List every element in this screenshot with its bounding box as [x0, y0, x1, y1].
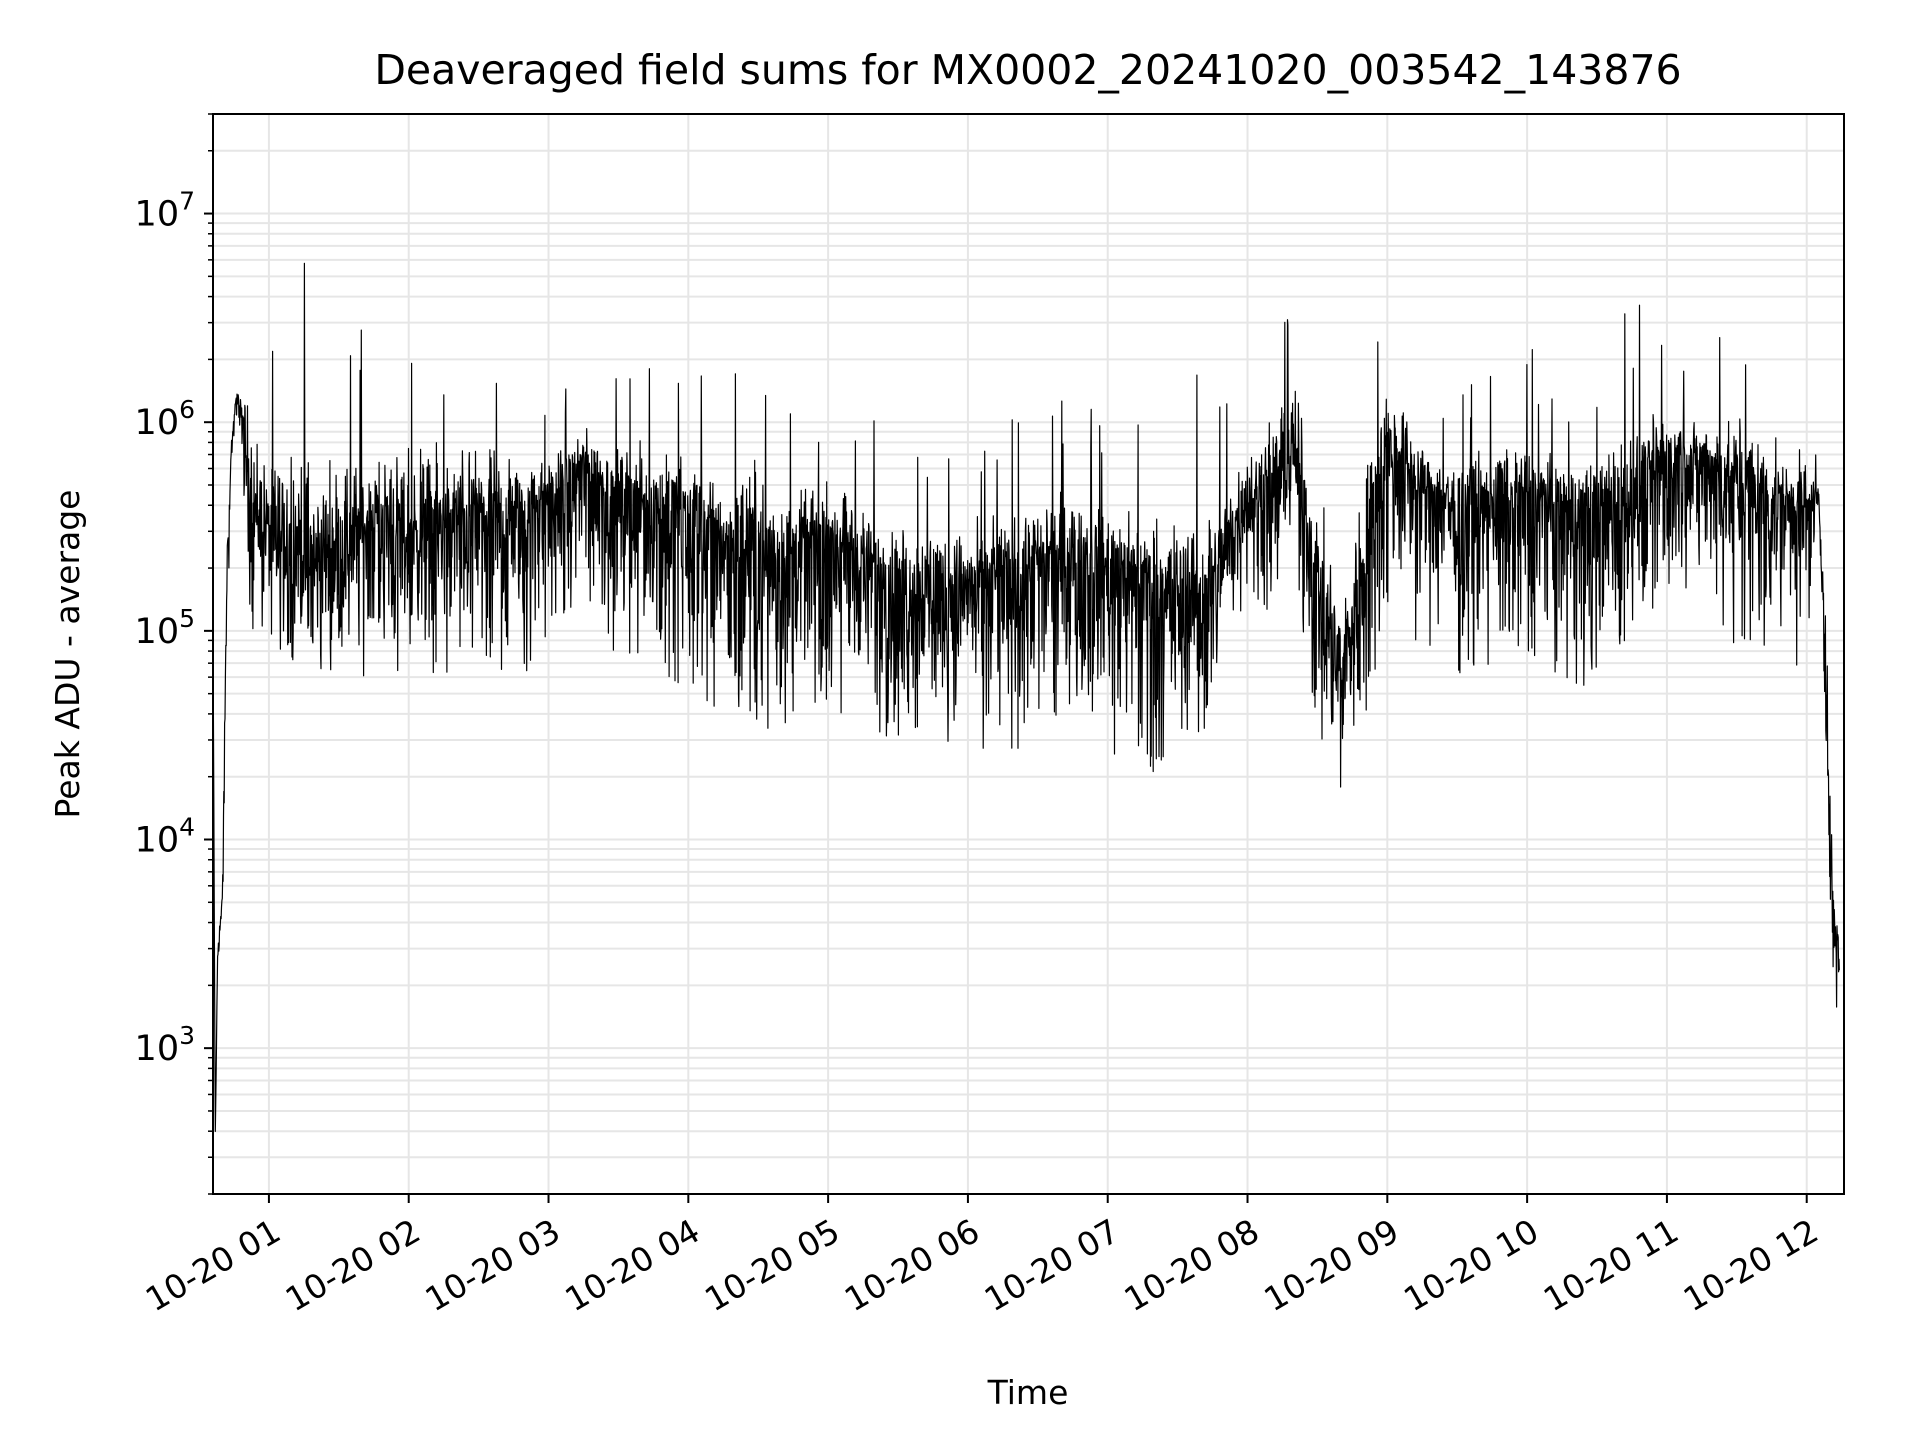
y-tick-label: 106 — [135, 395, 195, 443]
chart-title: Deaveraged field sums for MX0002_2024102… — [374, 46, 1681, 94]
x-axis-label: Time — [987, 1373, 1069, 1412]
grid-lines — [213, 113, 1844, 1195]
y-axis-label: Peak ADU - average — [48, 490, 87, 819]
y-tick-label: 105 — [135, 604, 195, 652]
y-tick-label: 103 — [135, 1021, 195, 1069]
y-tick-label: 104 — [135, 813, 195, 861]
series-line — [212, 262, 1840, 1132]
y-axis: 103 104 105 106 107 — [135, 113, 213, 1195]
y-tick-label: 107 — [135, 187, 195, 235]
data-series — [212, 262, 1840, 1132]
plot-frame — [212, 113, 1845, 1195]
